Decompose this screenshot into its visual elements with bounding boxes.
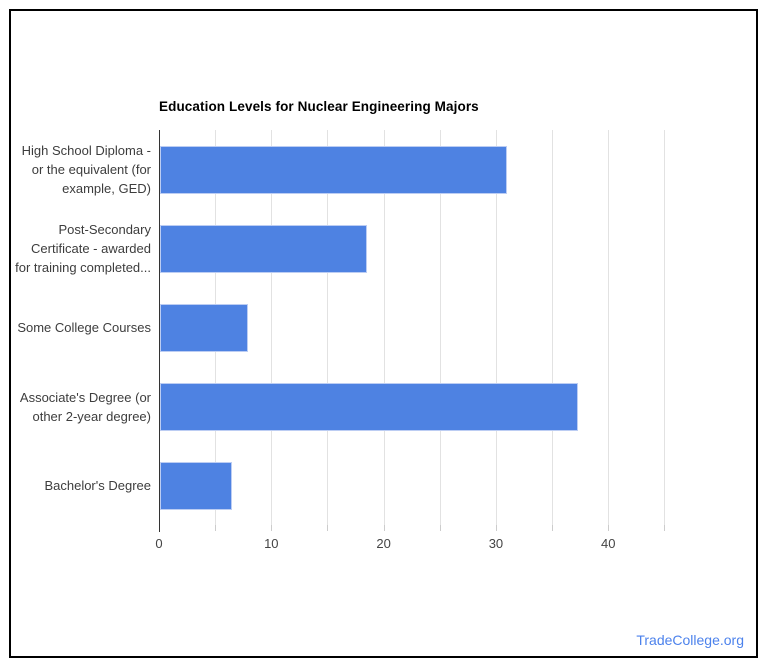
category-label-line: Bachelor's Degree [44,478,151,493]
gridline [271,130,273,525]
gridline [327,130,329,525]
gridline [664,130,666,525]
bar[interactable] [160,145,508,194]
x-tick-label: 40 [601,536,616,551]
category-label: Bachelor's Degree [13,446,151,525]
category-label-line: High School Diploma - [21,143,151,158]
x-axis-line [159,130,160,532]
x-tick-label: 30 [488,536,504,551]
category-label-line: for training completed... [15,260,151,275]
plot-area: 0 10 20 30 40 [155,130,679,551]
category-label-line: Post-Secondary [58,222,152,237]
category-label-line: example, GED) [62,181,151,196]
axis-tick [271,525,273,531]
axis-tick [215,525,217,531]
gridline [439,130,441,525]
bar[interactable] [160,303,248,352]
axis-tick [327,525,329,531]
category-label: High School Diploma - or the equivalent (… [13,130,151,209]
gridline [383,130,385,525]
x-tick-label: 10 [264,536,279,551]
bar[interactable] [160,461,232,510]
x-tick-label: 20 [376,536,391,551]
gridline [495,130,497,525]
chart-frame: Education Levels for Nuclear Engineering… [9,9,758,658]
category-label: Post-Secondary Certificate - awarded for t… [13,209,151,288]
axis-tick [383,525,385,531]
y-axis-labels: High School Diploma - or the equivalent (… [13,130,151,525]
gridline [608,130,610,525]
category-label-line: Some College Courses [17,320,151,335]
axis-tick [439,525,441,531]
category-label: Associate's Degree (or other 2-year degre… [13,367,151,446]
category-label-line: Associate's Degree (or [19,389,151,405]
category-label: Some College Courses [13,288,151,367]
category-label-line: other 2-year degree) [32,408,151,424]
axis-tick [495,525,497,531]
brand-link[interactable]: TradeCollege.org [636,632,744,648]
category-label-line: Certificate - awarded [31,241,151,256]
axis-tick [552,525,554,531]
gridline [552,130,554,525]
chart-title: Education Levels for Nuclear Engineering… [159,99,479,114]
bar[interactable] [160,224,367,273]
category-label-line: or the equivalent (for [31,162,151,177]
axis-tick [664,525,666,531]
axis-tick [608,525,610,531]
x-tick-label: 0 [155,536,163,551]
bar[interactable] [160,382,578,431]
